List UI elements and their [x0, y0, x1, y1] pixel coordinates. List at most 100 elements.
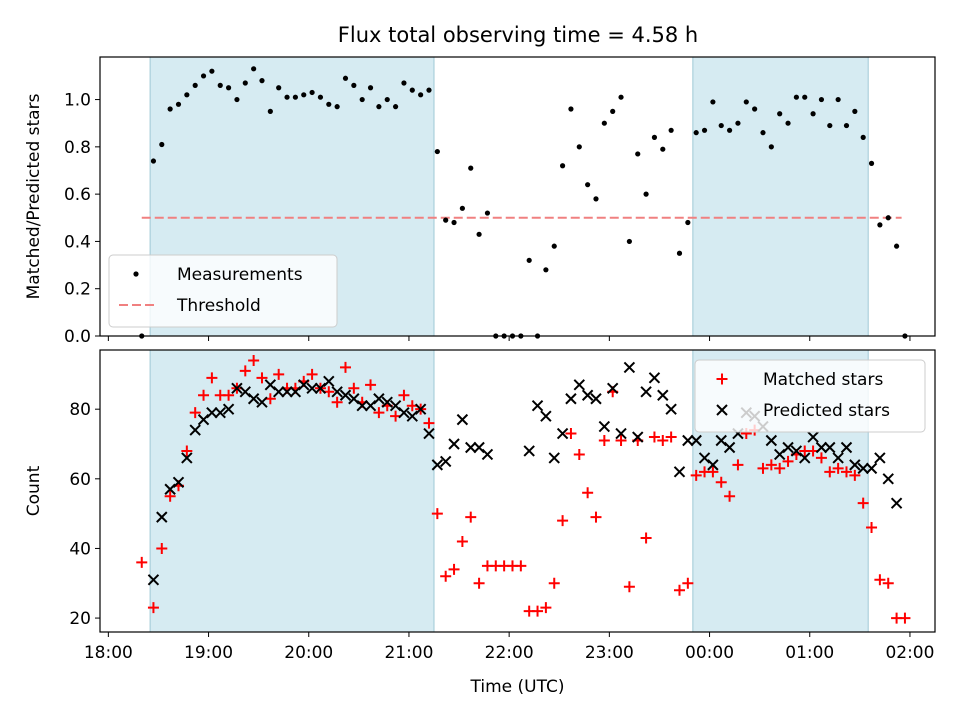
- measurement-point: [843, 122, 850, 129]
- predicted-star-point: [824, 441, 836, 454]
- measurement-point: [735, 120, 741, 126]
- measurement-point: [150, 158, 157, 164]
- measurement-point: [635, 151, 641, 157]
- predicted-star-point: [682, 434, 694, 447]
- predicted-star-point: [339, 389, 352, 401]
- predicted-star-point: [247, 393, 260, 405]
- measurement-point: [818, 96, 825, 103]
- measurement-point: [376, 104, 382, 110]
- predicted-star-point: [573, 379, 585, 391]
- legend-marker-dot: [133, 271, 139, 277]
- predicted-star-point: [623, 361, 636, 374]
- predicted-star-point: [556, 427, 569, 440]
- x-axis-label: Time (UTC): [470, 677, 565, 697]
- matched-star-point: [690, 469, 702, 481]
- matched-star-point: [398, 389, 410, 401]
- matched-star-point: [239, 365, 251, 377]
- matched-star-point: [465, 511, 477, 523]
- measurement-point: [476, 231, 482, 237]
- predicted-star-point: [565, 393, 577, 405]
- measurement-point: [175, 101, 182, 107]
- matched-star-point: [899, 612, 911, 624]
- measurement-point: [860, 134, 866, 140]
- measurement-point: [618, 94, 624, 100]
- measurement-point: [777, 111, 783, 117]
- measurement-point: [793, 94, 799, 100]
- matched-star-point: [181, 445, 193, 457]
- legend-label: Measurements: [177, 265, 303, 285]
- predicted-star-point: [723, 441, 736, 454]
- matched-star-point: [874, 574, 886, 586]
- matched-star-point: [707, 466, 719, 478]
- matched-star-point: [724, 490, 736, 502]
- measurement-point: [601, 120, 607, 126]
- measurement-point: [576, 144, 582, 150]
- measurement-point: [418, 92, 424, 98]
- y-tick-label: 0.2: [64, 280, 91, 300]
- matched-star-point: [532, 605, 544, 617]
- legend: Matched stars Predicted stars: [694, 359, 926, 433]
- predicted-star-point: [156, 511, 168, 523]
- measurement-point: [234, 96, 240, 103]
- y-tick-label: 0.0: [64, 327, 91, 347]
- matched-star-point: [615, 435, 627, 447]
- measurement-point: [209, 68, 215, 74]
- measurement-point: [559, 163, 566, 169]
- measurement-point: [251, 66, 257, 72]
- predicted-star-point: [356, 399, 368, 412]
- measurement-point: [877, 222, 883, 228]
- measurement-point: [726, 127, 733, 133]
- matched-star-point: [673, 584, 685, 596]
- measurement-point: [217, 82, 223, 88]
- measurement-point: [426, 87, 432, 93]
- matched-star-point: [640, 532, 652, 544]
- predicted-star-point: [548, 452, 560, 464]
- matched-star-point: [557, 515, 569, 527]
- measurement-point: [284, 94, 290, 100]
- matched-star-point: [273, 368, 285, 380]
- predicted-star-point: [456, 413, 469, 426]
- predicted-star-point: [832, 452, 844, 464]
- measurement-point: [342, 75, 349, 81]
- matched-star-point: [573, 448, 585, 460]
- matched-star-point: [540, 602, 552, 614]
- matched-star-point: [548, 577, 560, 589]
- predicted-star-point: [857, 462, 869, 475]
- measurement-point: [551, 243, 557, 249]
- measurement-point: [326, 101, 332, 107]
- matched-star-point: [365, 379, 377, 391]
- measurement-point: [259, 78, 265, 84]
- y-tick-label: 1.0: [64, 91, 91, 111]
- bottom-panel: 20 40 60 80 18:00 19:00 20:00 21:00 22:00 23:00 00…: [24, 349, 936, 697]
- legend-box: [108, 254, 338, 328]
- matched-star-point: [223, 389, 235, 401]
- predicted-star-point: [690, 434, 702, 447]
- predicted-star-point: [581, 389, 594, 401]
- matched-star-point: [815, 452, 827, 464]
- x-tick-label: 22:00: [485, 643, 534, 663]
- measurement-point: [626, 238, 632, 245]
- matched-star-point: [147, 602, 159, 614]
- measurement-point: [351, 82, 357, 88]
- y-axis-label: Matched/Predicted stars: [24, 93, 44, 299]
- x-tick-label: 02:00: [885, 643, 934, 663]
- measurement-point: [392, 104, 399, 110]
- measurement-point: [760, 130, 766, 136]
- predicted-star-point: [807, 431, 819, 443]
- plot-frame: [99, 56, 936, 337]
- matched-star-point: [857, 497, 869, 509]
- predicted-star-point: [540, 410, 552, 422]
- measurement-point: [802, 94, 808, 100]
- measurement-point: [242, 80, 248, 86]
- measurement-point: [459, 205, 465, 211]
- y-tick-label: 0.8: [64, 138, 91, 158]
- predicted-star-point: [874, 452, 886, 464]
- predicted-star-point: [439, 455, 452, 468]
- measurement-point: [225, 85, 232, 91]
- legend-label: Predicted stars: [763, 401, 890, 421]
- predicted-star-point: [323, 375, 335, 388]
- measurement-point: [267, 108, 273, 114]
- legend-label: Threshold: [176, 296, 261, 316]
- matched-star-point: [373, 407, 385, 419]
- predicted-star-point: [331, 386, 343, 398]
